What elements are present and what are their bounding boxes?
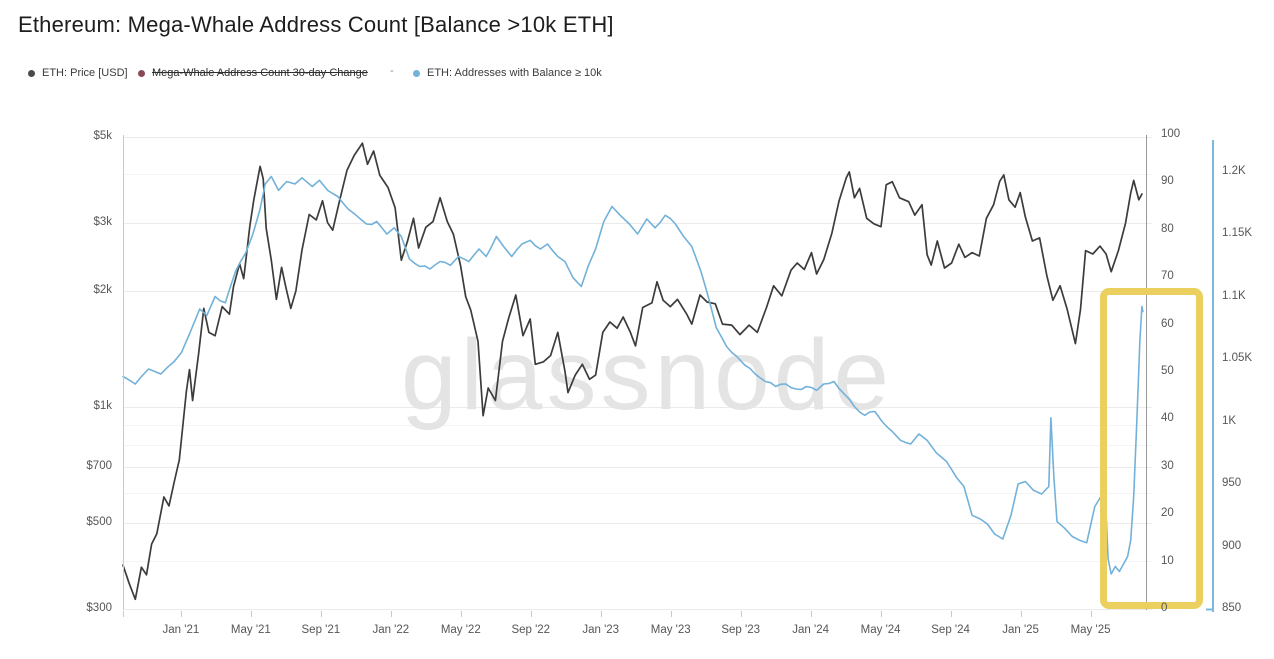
legend-dot-30d-change-icon [138, 69, 145, 77]
legend-label-addresses: ETH: Addresses with Balance ≥ 10k [427, 67, 602, 79]
legend-dot-addresses-icon [413, 69, 420, 77]
glassnode-watermark: glassnode [401, 319, 893, 431]
legend-separator: - [390, 65, 394, 77]
legend: ETH: Price [USD] Mega-Whale Address Coun… [0, 64, 1274, 82]
page-title: Ethereum: Mega-Whale Address Count [Bala… [18, 12, 614, 37]
legend-dot-eth-price-icon [28, 69, 35, 77]
legend-item-30d-change[interactable]: Mega-Whale Address Count 30-day Change [138, 64, 368, 82]
legend-label-30d-change: Mega-Whale Address Count 30-day Change [152, 67, 368, 79]
series-lines [122, 142, 1144, 601]
legend-item-addresses[interactable]: ETH: Addresses with Balance ≥ 10k [413, 64, 602, 82]
legend-label-eth-price: ETH: Price [USD] [42, 67, 128, 79]
series-line-addresses [122, 175, 1144, 575]
axis-lines [123, 135, 1214, 617]
series-line-price [122, 142, 1143, 601]
gridlines [123, 137, 1152, 610]
legend-item-eth-price[interactable]: ETH: Price [USD] [28, 64, 128, 82]
